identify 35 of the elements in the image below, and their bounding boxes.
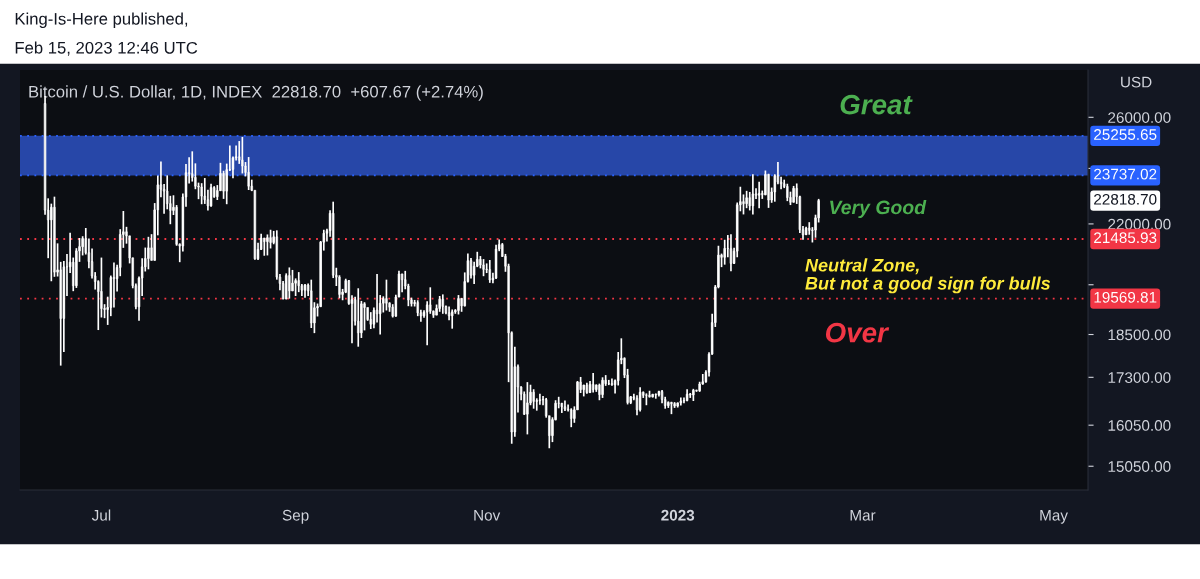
candlestick — [526, 381, 529, 436]
annotation: Over — [825, 322, 890, 343]
y-tick-label: 16050.00 — [1108, 420, 1171, 431]
y-tick-label: 26000.00 — [1108, 112, 1171, 123]
candlestick — [689, 392, 692, 399]
ref-line-label: 21485.93 — [1094, 232, 1157, 244]
candlestick — [385, 278, 388, 312]
text: King-Is-Here published, — [15, 12, 188, 29]
ref-line-label: 19569.81 — [1094, 291, 1157, 303]
text: Bitcoin / U.S. Dollar, 1D, INDEX 22818.70 +607.67 (+2.74%) — [29, 85, 483, 101]
chart-subtitle: Feb 15, 2023 12:46 UTC — [15, 41, 198, 56]
y-tick-label: 15050.00 — [1108, 461, 1171, 472]
candlestick — [303, 283, 307, 299]
y-tick-label: 18500.00 — [1108, 329, 1171, 341]
y-tick-label: 17300.00 — [1108, 372, 1171, 383]
y-axis-title: USD — [1121, 76, 1152, 88]
candlestick — [692, 388, 695, 402]
annotation: Great — [840, 94, 913, 115]
annotation: Neutral Zone, But not a good sign for bulls — [805, 258, 1051, 294]
candlestick — [654, 392, 657, 400]
candlestick — [200, 182, 203, 206]
ref-line-label: 23737.02 — [1094, 168, 1157, 180]
candlestick — [241, 136, 244, 175]
x-tick-label: May — [1040, 510, 1068, 524]
x-tick-label: Mar — [850, 510, 876, 521]
candlestick — [482, 258, 485, 278]
x-tick-label: Nov — [474, 510, 501, 521]
x-tick-label: Sep — [282, 509, 309, 524]
candlestick — [670, 400, 673, 415]
candlestick — [266, 233, 269, 257]
x-tick-label: Jul — [91, 509, 111, 521]
x-tick-label: 2023 — [661, 509, 695, 521]
text: 22818.70 — [1094, 193, 1157, 205]
annotation: Very Good — [830, 199, 927, 219]
ref-line-label: 25255.65 — [1094, 129, 1157, 140]
